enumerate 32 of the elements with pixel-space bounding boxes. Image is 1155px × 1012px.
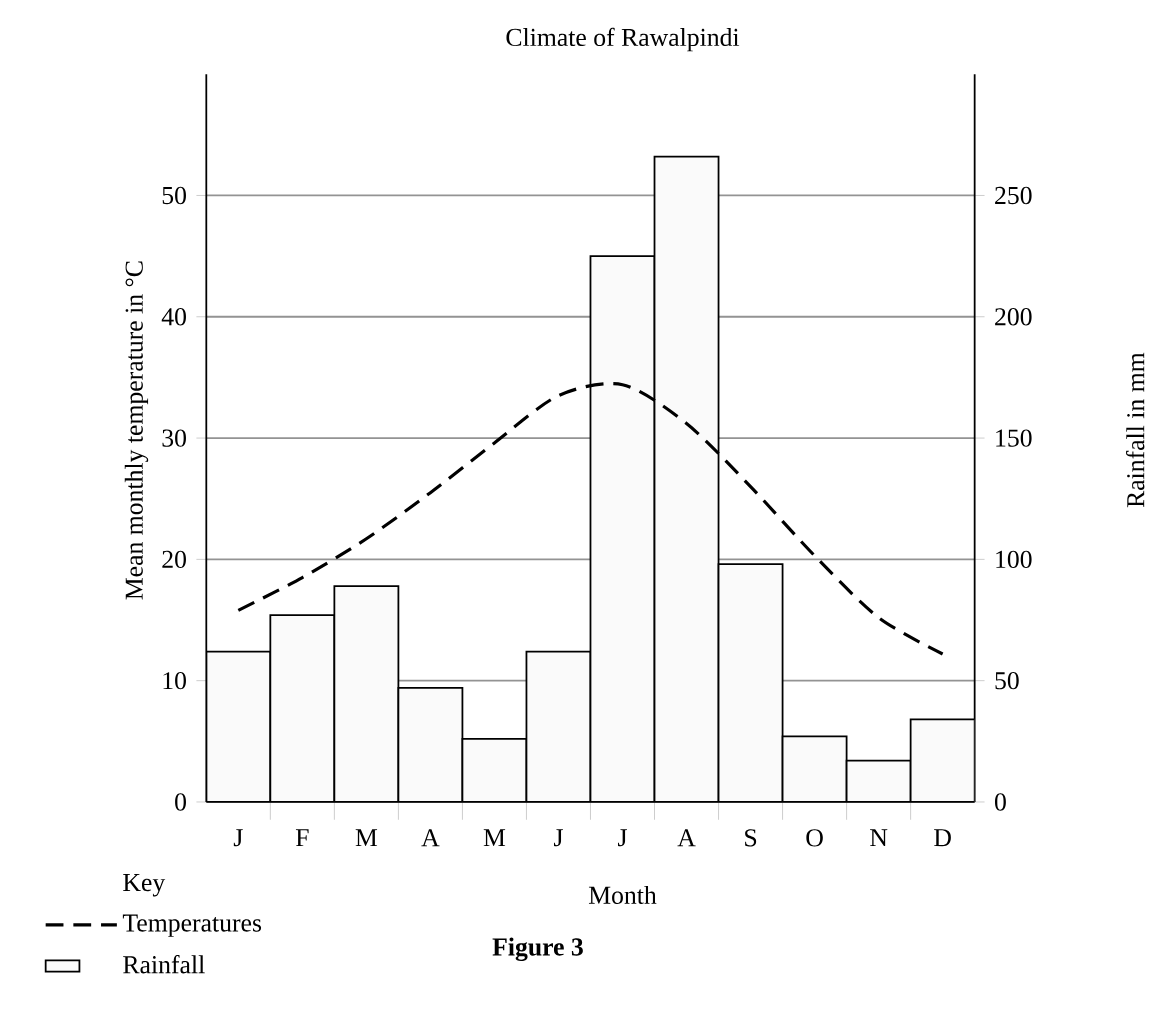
x-tick-label: O xyxy=(806,829,823,847)
y2-tick-label: 150 xyxy=(996,429,1032,447)
y-tick-label: 40 xyxy=(161,308,186,326)
x-tick-label: N xyxy=(870,829,888,847)
x-axis-title: Month xyxy=(588,886,657,905)
x-tick-label: F xyxy=(295,829,309,847)
legend-label: Temperatures xyxy=(122,914,262,938)
x-tick-label: S xyxy=(745,829,757,847)
legend-label: Rainfall xyxy=(123,955,205,974)
x-tick-label: D xyxy=(934,829,951,847)
legend-title: Key xyxy=(123,874,166,897)
y-tick-label: 10 xyxy=(163,672,186,690)
y2-tick-label: 0 xyxy=(995,793,1006,811)
y2-tick-label: 100 xyxy=(996,550,1032,569)
y-tick-label: 50 xyxy=(162,186,186,205)
chart-title: Climate of Rawalpindi xyxy=(506,27,740,52)
y-axis-title: Mean monthly temperature in °C xyxy=(124,261,149,600)
y-tick-label: 20 xyxy=(162,550,186,569)
x-tick-label: J xyxy=(233,829,243,847)
y2-tick-label: 200 xyxy=(995,308,1032,326)
x-tick-label: J xyxy=(618,829,627,847)
y2-tick-label: 250 xyxy=(995,186,1032,205)
x-tick-label: J xyxy=(553,829,563,847)
caption: Figure 3 xyxy=(492,937,583,962)
y-tick-label: 0 xyxy=(175,793,186,811)
x-tick-label: A xyxy=(421,829,440,847)
x-tick-label: A xyxy=(677,829,696,847)
y-tick-label: 30 xyxy=(162,429,186,447)
y2-axis-title: Rainfall in mm xyxy=(1126,352,1145,508)
x-tick-label: M xyxy=(355,829,378,847)
y2-tick-label: 50 xyxy=(995,672,1019,690)
x-tick-label: M xyxy=(483,829,506,847)
